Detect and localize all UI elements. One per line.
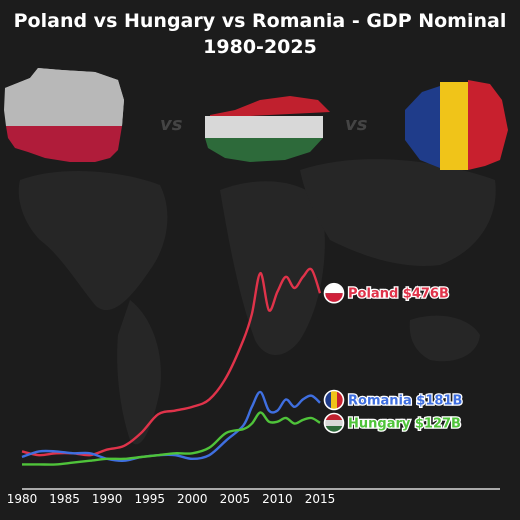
series-line-poland	[21, 267, 322, 457]
series-line-romania	[21, 390, 321, 462]
end-label-romania: Romania $181B	[348, 394, 462, 409]
series-layer	[21, 267, 322, 466]
x-tick-label: 2005	[220, 492, 251, 506]
hungary-flag-marker	[323, 412, 345, 434]
poland-flag-map	[4, 68, 124, 162]
vs-separator: vs	[345, 114, 368, 135]
x-tick-label: 2010	[262, 492, 293, 506]
x-tick-label: 2015	[305, 492, 336, 506]
x-tick-label: 1985	[49, 492, 80, 506]
x-tick-label: 1980	[7, 492, 38, 506]
chart-title: Poland vs Hungary vs Romania - GDP Nomin…	[13, 10, 507, 58]
romania-flag-map	[405, 80, 508, 170]
x-tick-label: 1990	[92, 492, 123, 506]
series-line-hungary	[22, 411, 321, 466]
romania-flag-marker	[323, 389, 345, 411]
end-labels: Poland $476B Romania $181B Hungary $127B	[323, 282, 464, 434]
poland-flag-marker	[323, 282, 345, 304]
x-axis-ticks: 1980 1985 1990 1995 2000 2005 2010 2015	[7, 492, 336, 506]
x-tick-label: 1995	[134, 492, 165, 506]
hungary-flag-map	[205, 96, 330, 162]
world-map-background	[18, 159, 496, 445]
x-tick-label: 2000	[177, 492, 208, 506]
end-label-hungary: Hungary $127B	[348, 417, 461, 432]
end-label-poland: Poland $476B	[348, 287, 449, 302]
vs-separator: vs	[160, 114, 183, 135]
